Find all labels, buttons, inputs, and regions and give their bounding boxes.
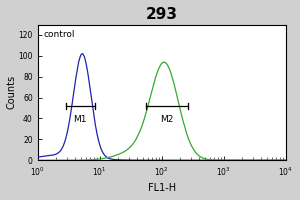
Text: M2: M2: [160, 115, 174, 124]
Title: 293: 293: [146, 7, 178, 22]
Y-axis label: Counts: Counts: [7, 75, 17, 109]
X-axis label: FL1-H: FL1-H: [148, 183, 176, 193]
Text: control: control: [44, 30, 75, 39]
Text: M1: M1: [74, 115, 87, 124]
